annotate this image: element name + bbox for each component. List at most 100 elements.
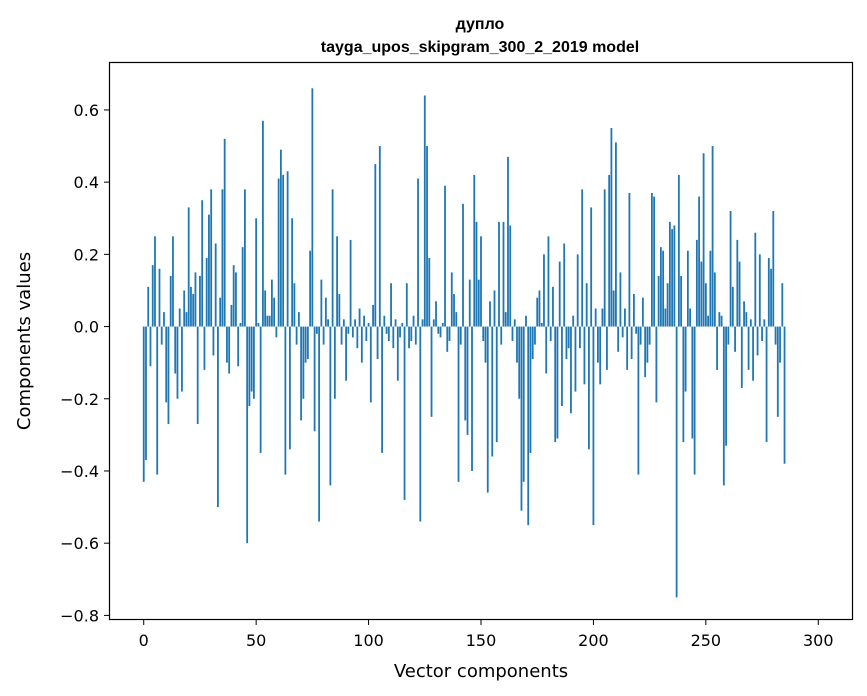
y-tick-label: 0.2 bbox=[74, 245, 99, 264]
bar-161 bbox=[504, 312, 507, 327]
bar-180 bbox=[547, 236, 550, 327]
bar-7 bbox=[158, 268, 161, 327]
bar-194 bbox=[579, 326, 581, 349]
bars-group bbox=[142, 88, 786, 598]
bar-278 bbox=[767, 257, 770, 327]
bar-128 bbox=[430, 326, 433, 417]
bar-123 bbox=[419, 326, 422, 522]
bar-76 bbox=[313, 326, 316, 432]
bar-56 bbox=[268, 315, 271, 327]
bar-70 bbox=[300, 326, 303, 421]
chart-title-line-2: tayga_upos_skipgram_300_2_2019 model bbox=[321, 39, 639, 56]
bar-10 bbox=[165, 326, 168, 403]
bar-182 bbox=[552, 286, 554, 327]
bar-169 bbox=[522, 326, 525, 482]
bar-228 bbox=[655, 326, 658, 403]
bar-246 bbox=[695, 239, 698, 327]
bar-154 bbox=[489, 301, 491, 327]
bar-126 bbox=[426, 146, 428, 327]
bar-238 bbox=[677, 174, 680, 327]
bar-19 bbox=[185, 312, 188, 327]
bar-165 bbox=[513, 319, 516, 327]
x-tick-label: 200 bbox=[578, 631, 609, 650]
bar-2 bbox=[147, 286, 150, 327]
bar-33 bbox=[217, 326, 219, 508]
bar-159 bbox=[500, 326, 503, 345]
bar-252 bbox=[709, 250, 712, 327]
bar-58 bbox=[273, 297, 276, 327]
bar-231 bbox=[662, 250, 665, 327]
bar-173 bbox=[531, 326, 534, 360]
bar-254 bbox=[713, 272, 716, 327]
bar-22 bbox=[192, 294, 195, 327]
bar-91 bbox=[347, 326, 350, 334]
bar-236 bbox=[673, 225, 676, 327]
bar-80 bbox=[322, 326, 325, 345]
bar-74 bbox=[309, 250, 312, 327]
bar-283 bbox=[779, 326, 781, 363]
bar-120 bbox=[412, 315, 415, 327]
bar-268 bbox=[745, 312, 748, 327]
bar-195 bbox=[581, 189, 584, 327]
bar-37 bbox=[226, 326, 228, 363]
bar-272 bbox=[754, 232, 757, 327]
bar-61 bbox=[279, 149, 282, 327]
bar-186 bbox=[561, 326, 563, 406]
bar-212 bbox=[619, 272, 622, 327]
bar-0 bbox=[142, 326, 145, 482]
bar-233 bbox=[666, 283, 669, 327]
bar-187 bbox=[563, 243, 566, 327]
bar-8 bbox=[160, 326, 163, 345]
bar-196 bbox=[583, 326, 586, 385]
bar-163 bbox=[509, 225, 512, 327]
bar-214 bbox=[624, 308, 626, 327]
bar-237 bbox=[675, 326, 678, 598]
bar-241 bbox=[684, 326, 687, 392]
bar-124 bbox=[421, 319, 424, 327]
bar-280 bbox=[772, 211, 775, 327]
bar-208 bbox=[610, 127, 613, 327]
bar-157 bbox=[495, 326, 498, 443]
bar-43 bbox=[239, 322, 242, 327]
bar-220 bbox=[637, 326, 640, 475]
bar-168 bbox=[520, 326, 523, 511]
y-tick-label: −0.2 bbox=[60, 390, 99, 409]
bar-102 bbox=[372, 304, 374, 327]
bar-42 bbox=[237, 326, 240, 367]
bar-204 bbox=[601, 308, 604, 327]
bar-136 bbox=[448, 326, 451, 341]
bar-113 bbox=[396, 326, 399, 381]
bar-103 bbox=[374, 164, 377, 327]
x-tick-label: 100 bbox=[353, 631, 384, 650]
plot-frame bbox=[108, 61, 854, 621]
bar-25 bbox=[199, 276, 201, 327]
bar-69 bbox=[297, 312, 300, 327]
bar-200 bbox=[592, 326, 595, 526]
bar-202 bbox=[597, 326, 599, 363]
bar-207 bbox=[608, 174, 611, 327]
bar-145 bbox=[468, 279, 471, 327]
bar-166 bbox=[516, 326, 518, 363]
bar-97 bbox=[360, 326, 363, 363]
bar-47 bbox=[248, 326, 251, 406]
bar-262 bbox=[731, 286, 734, 327]
bar-31 bbox=[212, 326, 215, 356]
bar-185 bbox=[558, 261, 561, 327]
bar-44 bbox=[241, 247, 244, 327]
bar-125 bbox=[423, 95, 426, 327]
bar-146 bbox=[471, 326, 473, 471]
bar-60 bbox=[277, 178, 280, 327]
bar-178 bbox=[543, 254, 545, 327]
bar-49 bbox=[253, 326, 255, 399]
bar-38 bbox=[228, 326, 231, 374]
chart-title-line-1: дупло bbox=[456, 16, 505, 33]
bar-235 bbox=[671, 229, 674, 327]
bar-258 bbox=[722, 326, 725, 486]
bar-79 bbox=[320, 279, 323, 327]
bar-171 bbox=[527, 326, 530, 526]
bar-46 bbox=[246, 326, 249, 544]
bar-151 bbox=[482, 326, 485, 341]
bar-226 bbox=[650, 192, 653, 327]
bar-116 bbox=[403, 326, 406, 500]
bar-51 bbox=[257, 322, 260, 327]
